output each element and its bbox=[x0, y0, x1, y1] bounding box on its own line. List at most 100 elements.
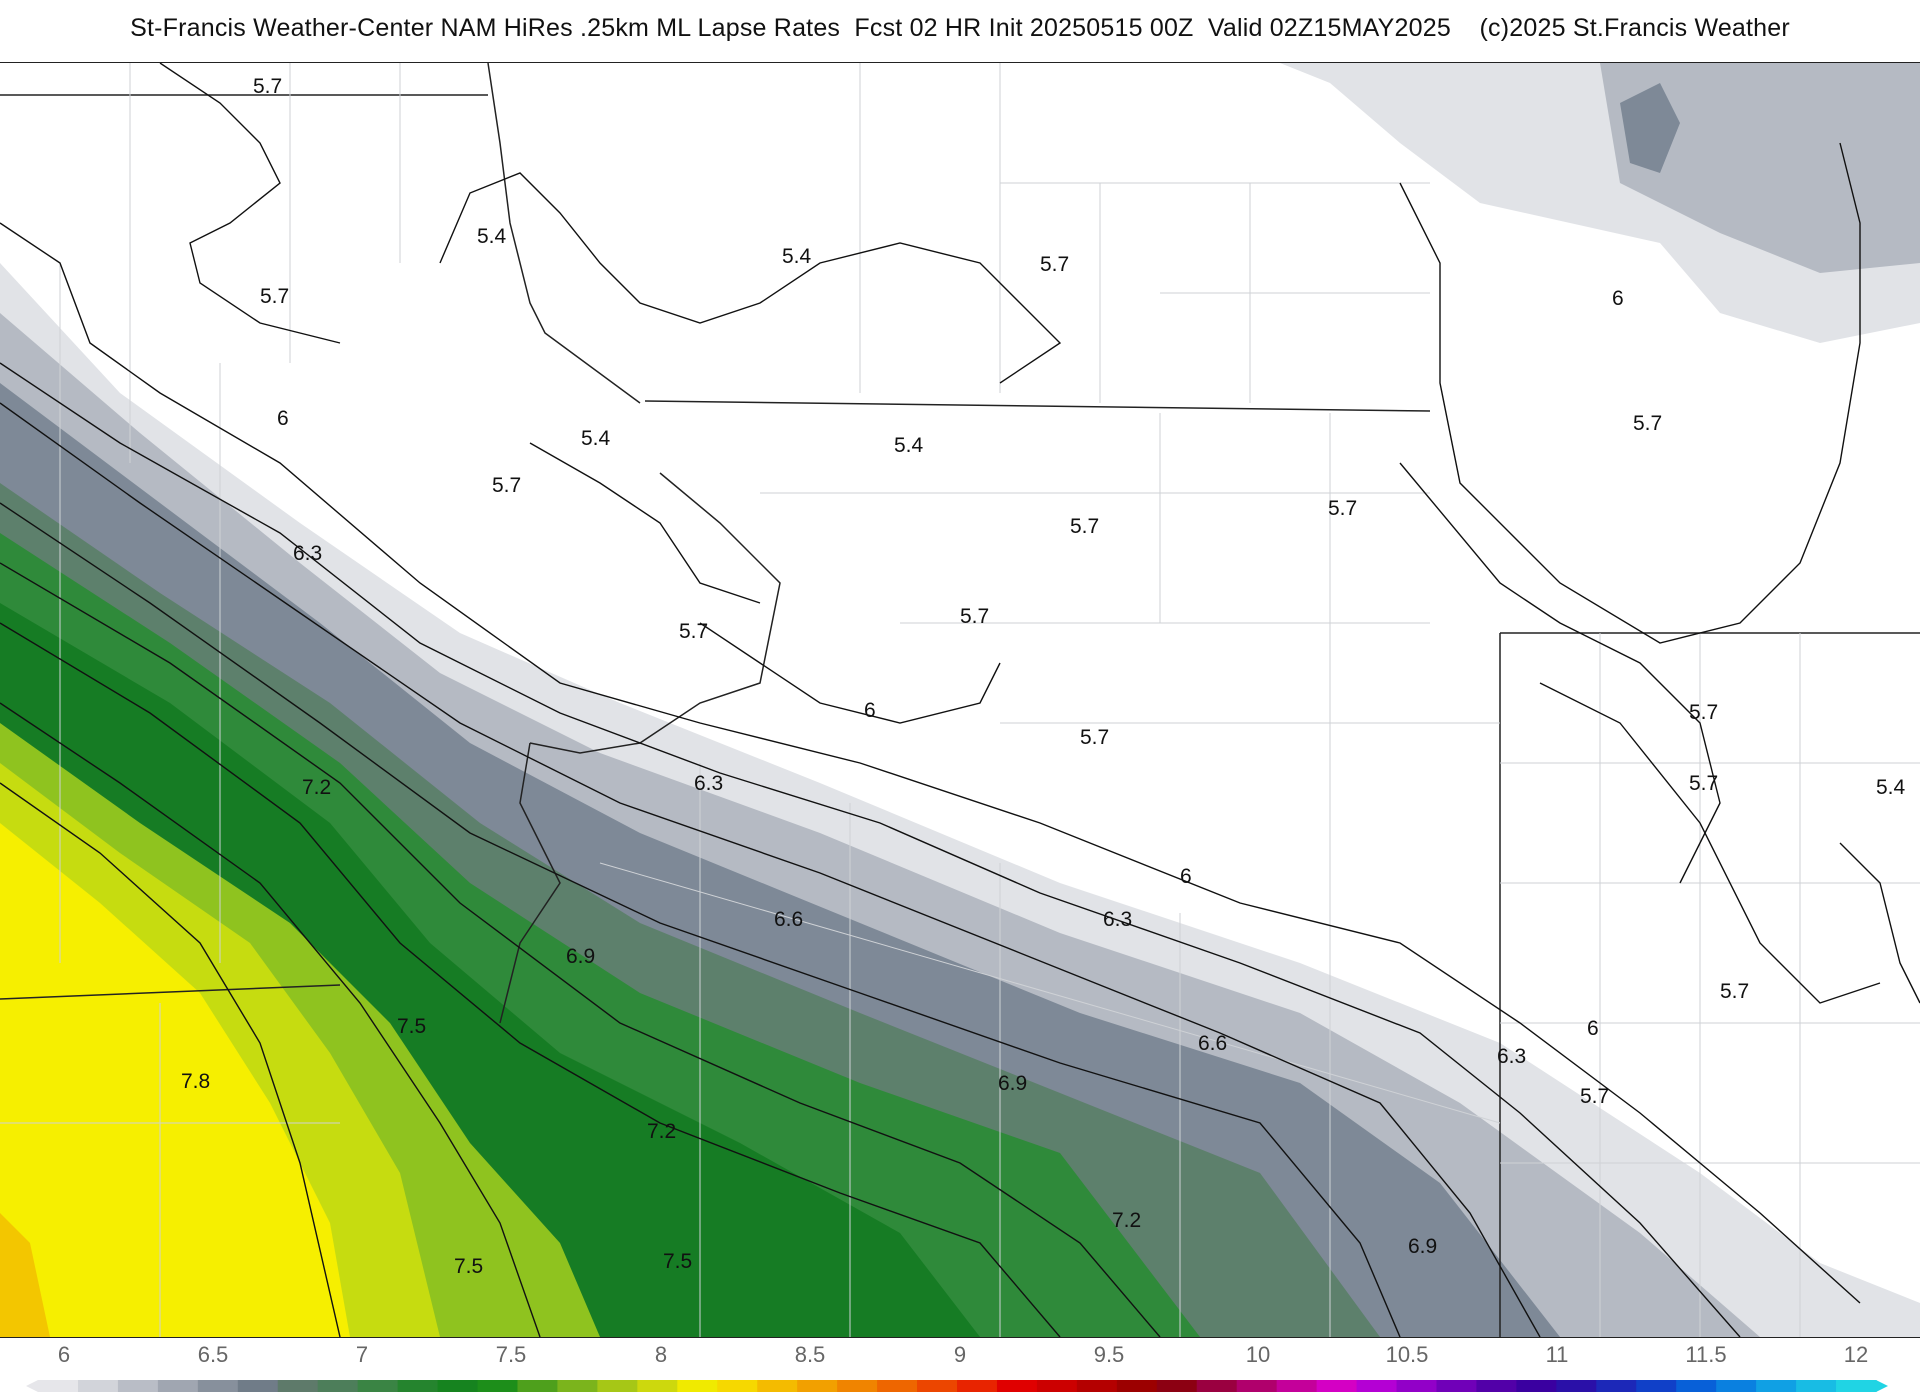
colorbar-swatch bbox=[597, 1380, 638, 1392]
contour-label: 5.4 bbox=[477, 225, 507, 248]
colorbar-swatch bbox=[557, 1380, 598, 1392]
county-boundaries bbox=[0, 63, 1920, 1337]
colorbar-swatch bbox=[1436, 1380, 1478, 1392]
contour-label: 5.7 bbox=[1633, 412, 1662, 435]
colorbar-swatch bbox=[77, 1380, 119, 1392]
colorbar-tick-label: 9 bbox=[953, 1342, 967, 1367]
contour-label: 6 bbox=[1180, 865, 1192, 888]
contour-label: 6.6 bbox=[1198, 1032, 1227, 1055]
colorbar-min-arrow bbox=[26, 1380, 38, 1392]
colorbar-swatch bbox=[637, 1380, 678, 1392]
colorbar-swatch bbox=[1156, 1380, 1198, 1392]
contour-label: 5.4 bbox=[782, 245, 812, 268]
colorbar-swatch bbox=[1236, 1380, 1278, 1392]
colorbar-swatch bbox=[996, 1380, 1038, 1392]
contour-label: 6.3 bbox=[694, 772, 723, 795]
colorbar-tick-label: 6 bbox=[57, 1342, 71, 1367]
colorbar-max-arrow bbox=[1876, 1380, 1888, 1392]
contour-label: 6 bbox=[277, 407, 289, 430]
contour-label: 7.5 bbox=[663, 1250, 692, 1273]
contour-label: 6 bbox=[1612, 287, 1624, 310]
colorbar-tick-label: 12 bbox=[1843, 1342, 1869, 1367]
colorbar-swatch bbox=[1556, 1380, 1597, 1392]
colorbar-swatch bbox=[477, 1380, 519, 1392]
colorbar-swatch bbox=[397, 1380, 439, 1392]
colorbar-tick-label: 11 bbox=[1545, 1342, 1569, 1367]
contour-label: 5.4 bbox=[894, 434, 924, 457]
contour-label: 5.7 bbox=[253, 75, 282, 98]
colorbar-swatch bbox=[1196, 1380, 1238, 1392]
colorbar-swatch bbox=[1796, 1380, 1837, 1392]
colorbar-swatch bbox=[117, 1380, 159, 1392]
contour-label: 5.7 bbox=[1070, 515, 1099, 538]
colorbar-swatch bbox=[1836, 1380, 1877, 1392]
colorbar-tick-label: 9.5 bbox=[1093, 1342, 1125, 1367]
colorbar-swatch bbox=[797, 1380, 838, 1392]
contour-label: 7.8 bbox=[181, 1070, 210, 1093]
colorbar-swatch bbox=[197, 1380, 239, 1392]
contour-label: 7.2 bbox=[1112, 1209, 1141, 1232]
contour-label: 6.3 bbox=[293, 542, 322, 565]
contour-label: 5.7 bbox=[960, 605, 989, 628]
contour-label: 5.7 bbox=[260, 285, 289, 308]
colorbar-swatch bbox=[317, 1380, 359, 1392]
colorbar-swatch bbox=[757, 1380, 798, 1392]
colorbar-swatch bbox=[1356, 1380, 1398, 1392]
colorbar-tick-label: 10.5 bbox=[1385, 1342, 1429, 1367]
colorbar-swatch bbox=[1276, 1380, 1318, 1392]
contour-label: 5.7 bbox=[1689, 701, 1718, 724]
contour-label: 5.7 bbox=[1580, 1085, 1609, 1108]
colorbar-tick-label: 7 bbox=[355, 1342, 369, 1367]
contour-labels: 5.7 5.4 5.7 5.4 5.7 6 6.3 5.4 5.4 5.7 5.… bbox=[181, 75, 1906, 1278]
contour-lines bbox=[0, 63, 1920, 1337]
contour-label: 6 bbox=[1587, 1017, 1599, 1040]
colorbar-swatch bbox=[1036, 1380, 1078, 1392]
colorbar-swatch bbox=[237, 1380, 279, 1392]
lapse-rate-map: 5.7 5.4 5.7 5.4 5.7 6 6.3 5.4 5.4 5.7 5.… bbox=[0, 63, 1920, 1337]
colorbar-swatch bbox=[157, 1380, 199, 1392]
contour-label: 5.7 bbox=[1080, 726, 1109, 749]
colorbar-swatch bbox=[1596, 1380, 1637, 1392]
colorbar-swatch bbox=[1516, 1380, 1557, 1392]
contour-label: 5.7 bbox=[1689, 772, 1718, 795]
page-title: St-Francis Weather-Center NAM HiRes .25k… bbox=[130, 14, 1790, 42]
contour-label: 5.7 bbox=[1040, 253, 1069, 276]
map-panel[interactable]: 5.7 5.4 5.7 5.4 5.7 6 6.3 5.4 5.4 5.7 5.… bbox=[0, 62, 1920, 1338]
colorbar-swatch bbox=[437, 1380, 479, 1392]
contour-label: 6.9 bbox=[1408, 1235, 1437, 1258]
contour-label: 6.3 bbox=[1497, 1045, 1526, 1068]
colorbar-swatch bbox=[1676, 1380, 1717, 1392]
contour-label: 7.5 bbox=[454, 1255, 483, 1278]
colorbar-swatch bbox=[517, 1380, 559, 1392]
colorbar-swatch bbox=[917, 1380, 958, 1392]
colorbar-tick-label: 6.5 bbox=[197, 1342, 229, 1367]
colorbar-swatch bbox=[1316, 1380, 1358, 1392]
colorbar-swatch bbox=[1636, 1380, 1677, 1392]
colorbar-tick-label: 11.5 bbox=[1685, 1342, 1727, 1367]
contour-label: 5.7 bbox=[492, 474, 521, 497]
colorbar-tick-label: 8 bbox=[654, 1342, 668, 1367]
contour-label: 5.4 bbox=[1876, 776, 1906, 799]
colorbar-swatch bbox=[1756, 1380, 1797, 1392]
contour-label: 5.7 bbox=[679, 620, 708, 643]
colorbar-swatch bbox=[677, 1380, 718, 1392]
colorbar-swatch bbox=[1476, 1380, 1517, 1392]
contour-label: 7.5 bbox=[397, 1015, 426, 1038]
colorbar-swatch bbox=[1116, 1380, 1158, 1392]
colorbar-swatch bbox=[38, 1380, 79, 1392]
colorbar-swatch bbox=[357, 1380, 399, 1392]
colorbar bbox=[26, 1380, 1888, 1392]
contour-label: 5.7 bbox=[1720, 980, 1749, 1003]
colorbar-swatch bbox=[1396, 1380, 1438, 1392]
colorbar-swatch bbox=[277, 1380, 319, 1392]
contour-label: 6 bbox=[864, 699, 876, 722]
colorbar-swatch bbox=[877, 1380, 918, 1392]
colorbar-swatch bbox=[957, 1380, 998, 1392]
contour-label: 6.9 bbox=[998, 1072, 1027, 1095]
contour-label: 5.4 bbox=[581, 427, 611, 450]
contour-label: 5.7 bbox=[1328, 497, 1357, 520]
contour-label: 7.2 bbox=[302, 776, 331, 799]
filled-field bbox=[0, 63, 1920, 1337]
contour-label: 6.3 bbox=[1103, 908, 1132, 931]
colorbar-swatch bbox=[1076, 1380, 1118, 1392]
